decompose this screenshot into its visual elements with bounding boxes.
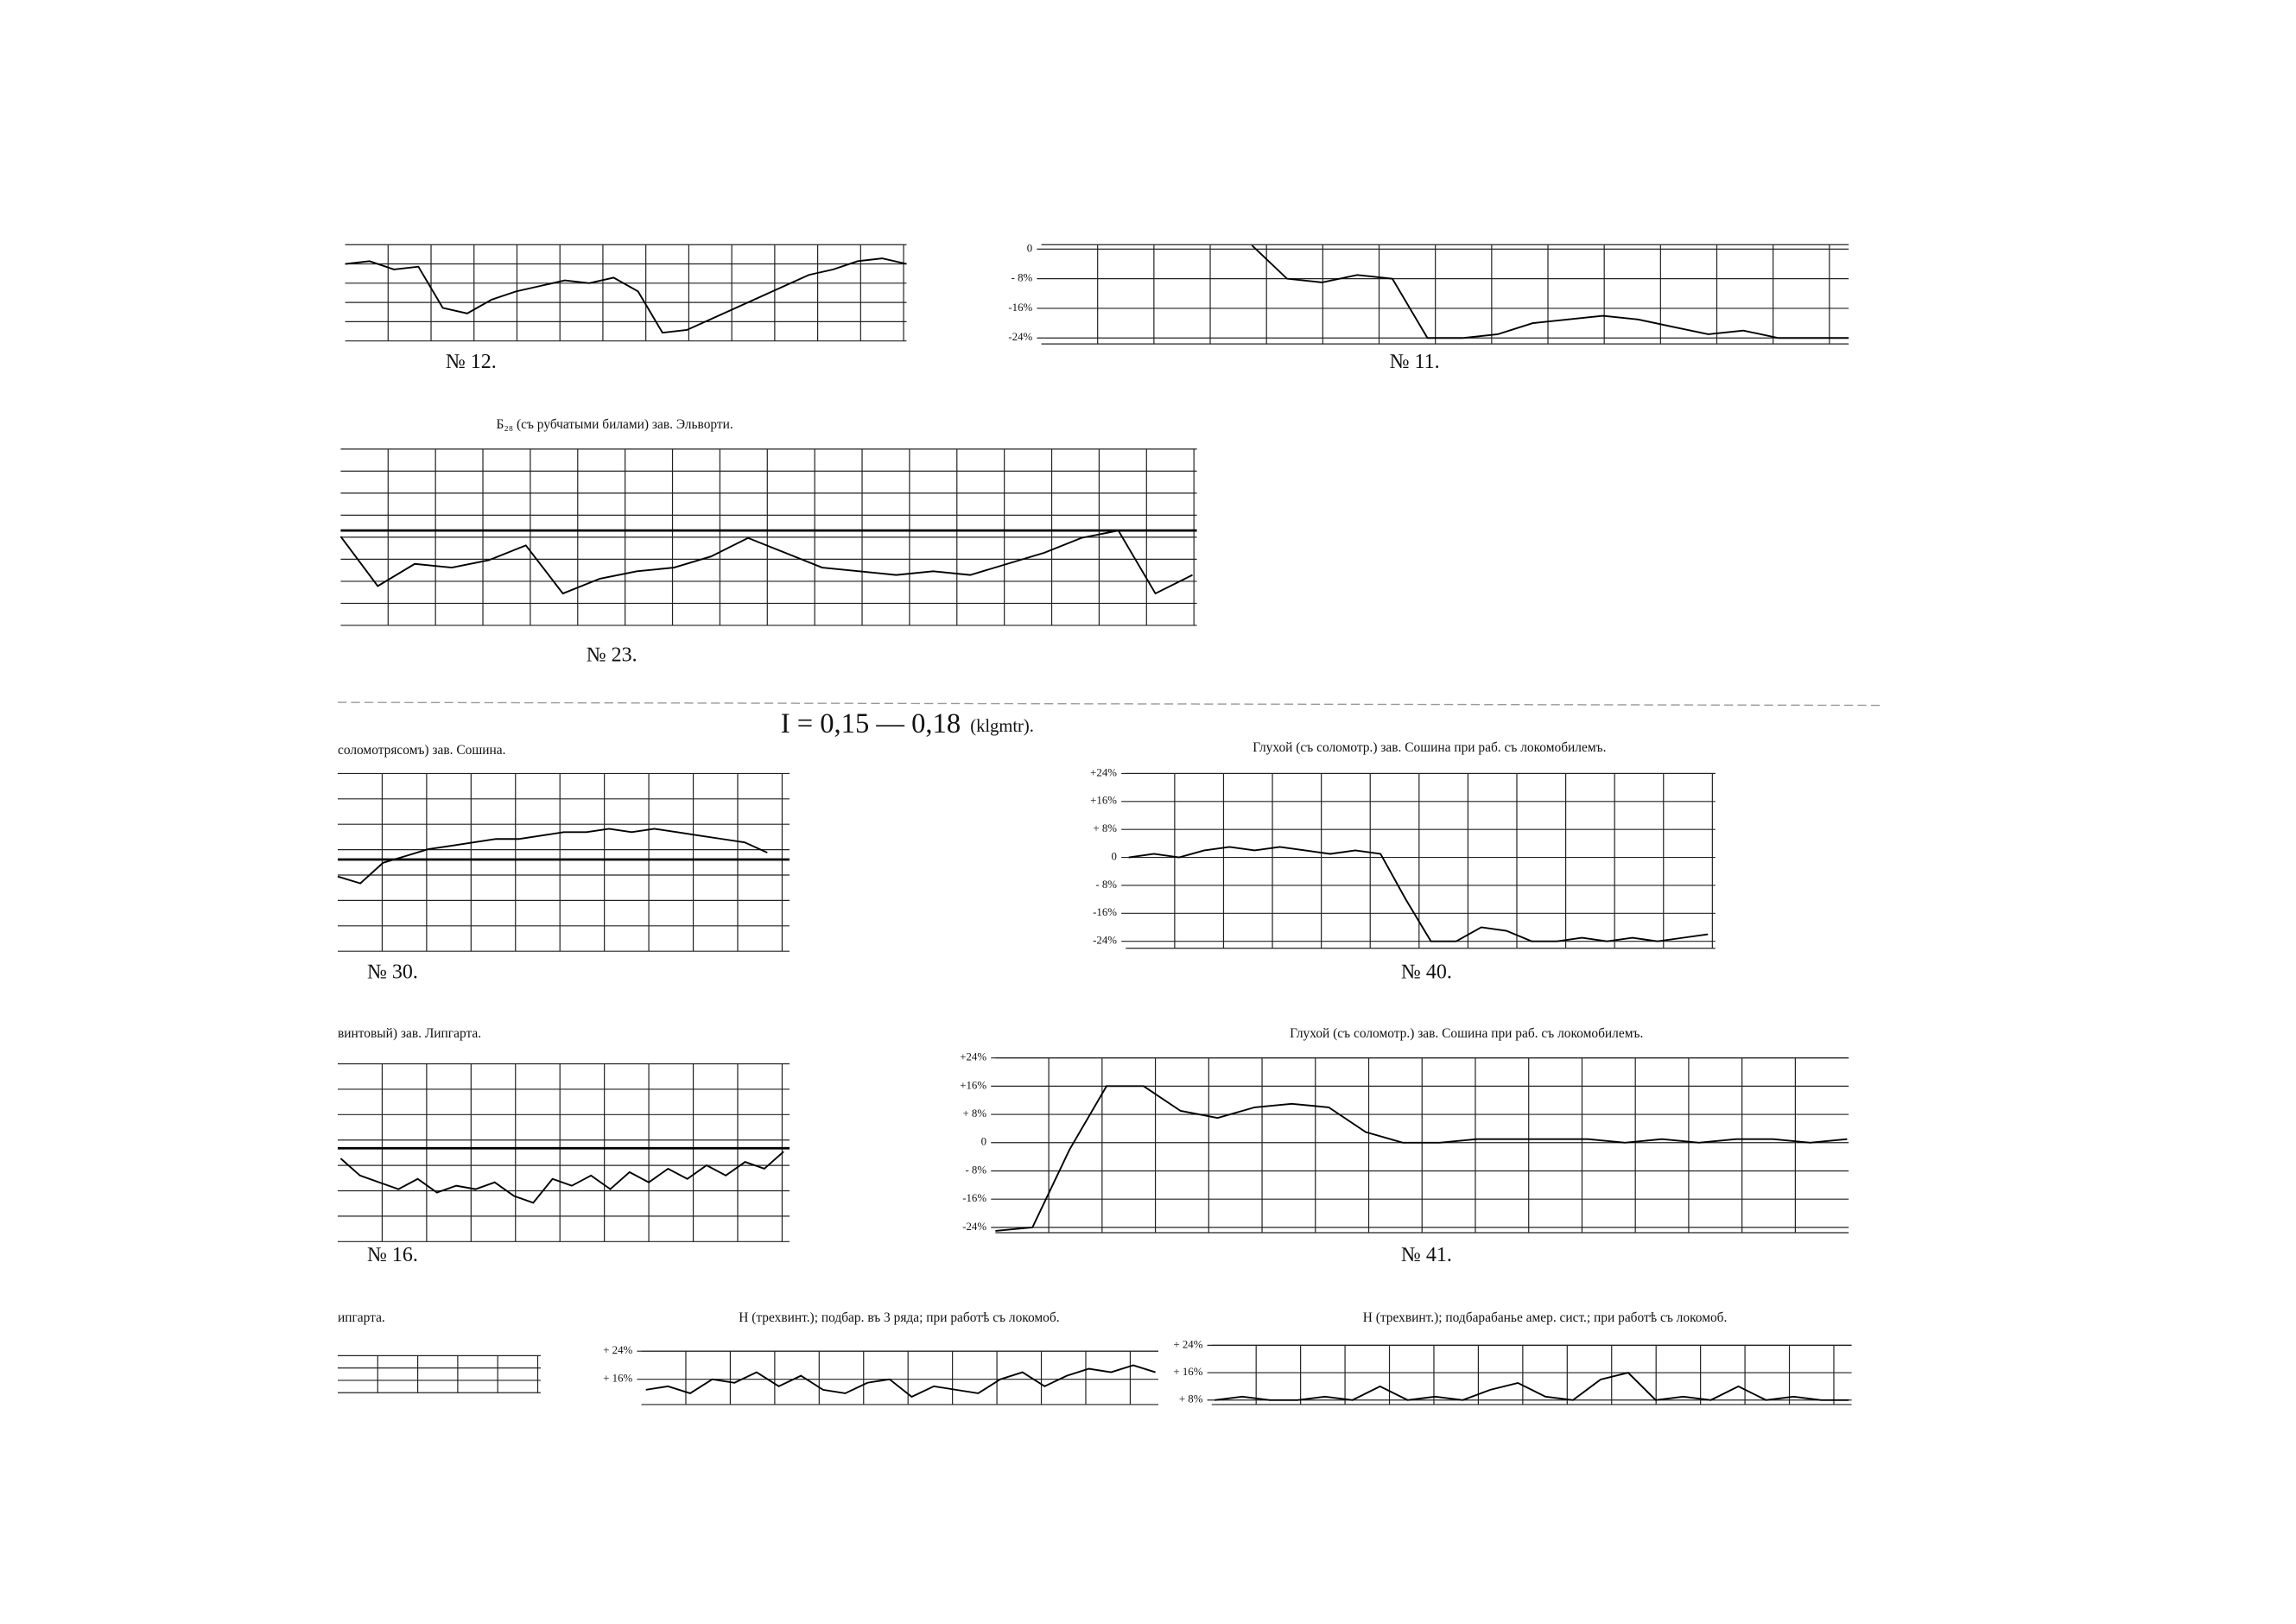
heading: I = 0,15 — 0,18 bbox=[781, 708, 961, 739]
panel-label: № 40. bbox=[1401, 961, 1452, 983]
panel-label: № 16. bbox=[367, 1244, 418, 1266]
y-tick-label: + 16% bbox=[603, 1373, 632, 1385]
y-tick-label: +24% bbox=[960, 1051, 986, 1063]
y-tick-label: - 8% bbox=[965, 1164, 986, 1176]
panel-caption: Глухой (съ соломотр.) зав. Сошина при ра… bbox=[1253, 740, 1606, 755]
trace bbox=[1251, 244, 1849, 339]
y-tick-label: 0 bbox=[1112, 850, 1117, 862]
panel-caption: Б₂₈ (съ рубчатыми билами) зав. Эльворти. bbox=[497, 417, 733, 432]
panel-caption: Глухой (съ соломотр.) зав. Сошина при ра… bbox=[1290, 1026, 1643, 1041]
panel-label: № 11. bbox=[1390, 351, 1440, 373]
y-tick-label: -24% bbox=[1093, 935, 1117, 947]
y-tick-label: 0 bbox=[1027, 242, 1032, 254]
y-tick-label: +24% bbox=[1090, 766, 1117, 778]
y-tick-label: + 8% bbox=[1093, 822, 1117, 834]
y-tick-label: + 16% bbox=[1173, 1366, 1202, 1378]
y-tick-label: - 8% bbox=[1095, 879, 1117, 891]
panel-label: № 30. bbox=[367, 961, 418, 983]
trace bbox=[645, 1364, 1156, 1399]
y-tick-label: + 24% bbox=[603, 1344, 632, 1356]
y-tick-label: + 24% bbox=[1173, 1338, 1202, 1350]
panel-label: № 23. bbox=[587, 644, 637, 666]
y-tick-label: + 8% bbox=[1179, 1393, 1203, 1405]
y-tick-label: - 8% bbox=[1012, 272, 1033, 284]
panel-caption: соломотрясомъ) зав. Сошина. bbox=[338, 743, 505, 758]
trace bbox=[1215, 1372, 1849, 1401]
trace bbox=[339, 1151, 784, 1204]
panel-caption: Н (трехвинт.); подбар. въ 3 ряда; при ра… bbox=[739, 1310, 1059, 1325]
panel-caption: винтовый) зав. Липгарта. bbox=[338, 1026, 481, 1041]
divider bbox=[337, 701, 1881, 707]
y-tick-label: -24% bbox=[962, 1221, 986, 1233]
panel-caption: ипгарта. bbox=[338, 1310, 385, 1325]
trace bbox=[995, 1085, 1848, 1232]
y-tick-label: 0 bbox=[981, 1136, 986, 1148]
panel-label: № 12. bbox=[446, 351, 497, 373]
trace bbox=[1128, 846, 1709, 942]
panel-caption: Н (трехвинт.); подбарабанье амер. сист.;… bbox=[1363, 1310, 1728, 1325]
trace bbox=[345, 257, 907, 334]
y-tick-label: +16% bbox=[1090, 795, 1117, 807]
y-tick-label: + 8% bbox=[962, 1107, 986, 1120]
panel-label: № 41. bbox=[1401, 1244, 1452, 1266]
y-tick-label: -16% bbox=[1093, 906, 1117, 918]
y-tick-label: -24% bbox=[1008, 331, 1032, 343]
heading-unit: (klgmtr). bbox=[970, 717, 1034, 736]
y-tick-label: +16% bbox=[960, 1079, 986, 1091]
trace bbox=[337, 828, 768, 885]
trace bbox=[339, 530, 1193, 595]
y-tick-label: -16% bbox=[962, 1192, 986, 1204]
y-tick-label: -16% bbox=[1008, 301, 1032, 314]
